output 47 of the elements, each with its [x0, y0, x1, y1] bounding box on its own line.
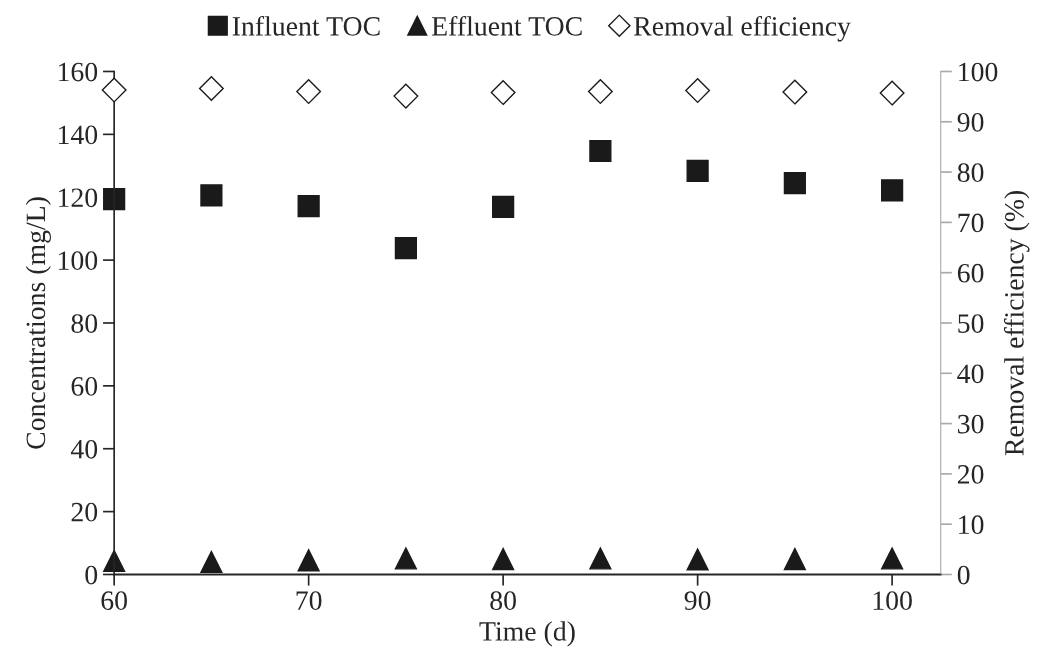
x-tick-label: 80	[490, 591, 516, 610]
point	[783, 171, 806, 195]
point	[492, 547, 515, 571]
y-tick-label: 140	[58, 125, 98, 145]
point	[492, 195, 515, 219]
x-tick-label: 70	[296, 591, 322, 610]
y2-tick-label: 70	[958, 213, 984, 233]
y2-tick-label: 60	[957, 263, 984, 283]
point	[686, 548, 709, 571]
y-axis-title: Concentrations (mg/L)	[25, 197, 51, 449]
x-tick-label: 90	[684, 591, 711, 610]
y-tick-label: 120	[58, 188, 98, 208]
x-tick-label: 60	[101, 591, 127, 610]
y2-tick-label: 0	[957, 565, 970, 585]
y2-tick-label: 50	[958, 314, 984, 333]
y2-tick-label: 100	[959, 62, 998, 82]
point	[394, 237, 417, 260]
y-tick-label: 0	[85, 565, 98, 585]
point	[200, 550, 223, 574]
y-tick-label: 160	[58, 62, 98, 82]
point	[783, 547, 806, 571]
legend-label: Removal efficiency	[633, 15, 851, 42]
legend-label: Influent TOC	[232, 15, 380, 36]
x-tick-label: 100	[873, 591, 912, 610]
y-tick-label: 60	[71, 377, 98, 396]
point	[297, 549, 320, 572]
y2-tick-label: 90	[957, 112, 984, 132]
point	[200, 184, 223, 207]
point	[880, 547, 904, 570]
y-tick-label: 20	[71, 502, 98, 522]
y2-tick-label: 30	[958, 414, 984, 434]
y2-axis-title: Removal efficiency (%)	[1003, 191, 1030, 456]
point	[394, 547, 417, 570]
y2-tick-label: 20	[957, 465, 984, 484]
y-tick-label: 100	[58, 251, 98, 271]
point	[686, 159, 709, 182]
point	[589, 139, 612, 163]
legend-label: Effluent TOC	[431, 15, 582, 36]
x-axis-title: Time (d)	[479, 621, 575, 647]
point	[589, 547, 612, 570]
y-tick-label: 80	[71, 314, 98, 333]
y2-tick-label: 40	[957, 364, 984, 384]
point	[297, 194, 320, 218]
y2-tick-label: 80	[957, 163, 984, 182]
point	[880, 179, 904, 202]
y2-tick-label: 10	[959, 515, 984, 535]
y-tick-label: 40	[70, 439, 98, 459]
